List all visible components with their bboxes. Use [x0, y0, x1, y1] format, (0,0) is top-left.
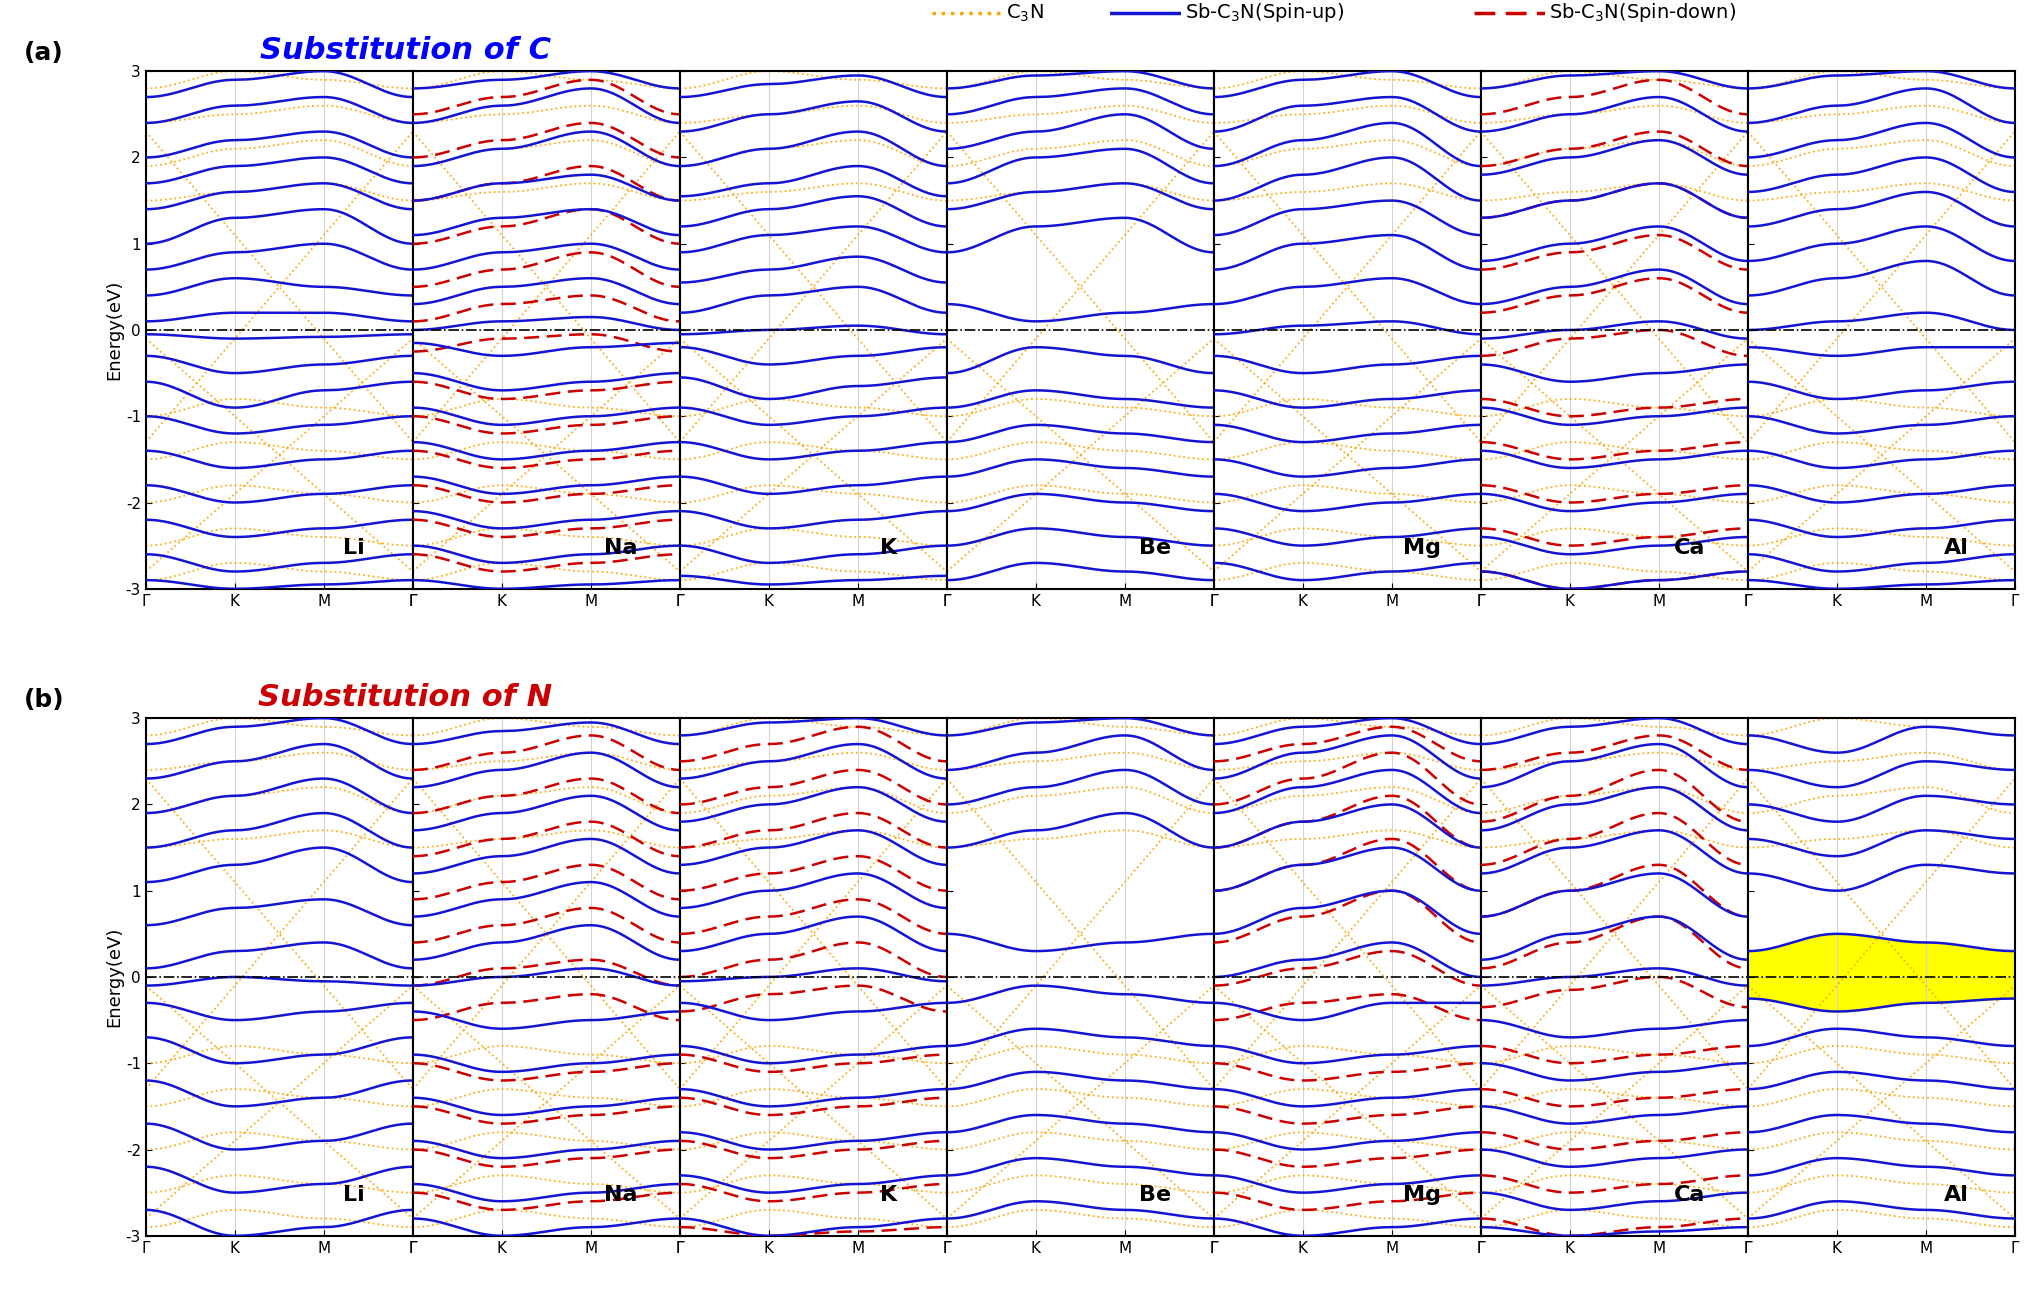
Text: C$_3$N: C$_3$N	[1006, 3, 1045, 23]
Text: Ca: Ca	[1673, 1185, 1705, 1205]
Text: Ca: Ca	[1673, 538, 1705, 558]
Text: Mg: Mg	[1403, 538, 1442, 558]
Text: Mg: Mg	[1403, 1185, 1442, 1205]
Text: Na: Na	[603, 538, 638, 558]
Text: Substitution of N: Substitution of N	[257, 683, 553, 712]
Text: Substitution of C: Substitution of C	[259, 36, 551, 65]
Text: Al: Al	[1944, 1185, 1968, 1205]
Text: Be: Be	[1138, 1185, 1170, 1205]
Y-axis label: Energy(eV): Energy(eV)	[105, 280, 124, 380]
Text: Sb-C$_3$N(Spin-up): Sb-C$_3$N(Spin-up)	[1185, 1, 1345, 25]
Text: Be: Be	[1138, 538, 1170, 558]
Text: K: K	[879, 538, 897, 558]
Text: Li: Li	[342, 538, 364, 558]
Text: (b): (b)	[24, 687, 65, 712]
Y-axis label: Energy(eV): Energy(eV)	[105, 927, 124, 1027]
Text: Li: Li	[342, 1185, 364, 1205]
Text: Na: Na	[603, 1185, 638, 1205]
Text: (a): (a)	[24, 40, 65, 65]
Text: Al: Al	[1944, 538, 1968, 558]
Text: Sb-C$_3$N(Spin-down): Sb-C$_3$N(Spin-down)	[1549, 1, 1735, 25]
Text: K: K	[879, 1185, 897, 1205]
